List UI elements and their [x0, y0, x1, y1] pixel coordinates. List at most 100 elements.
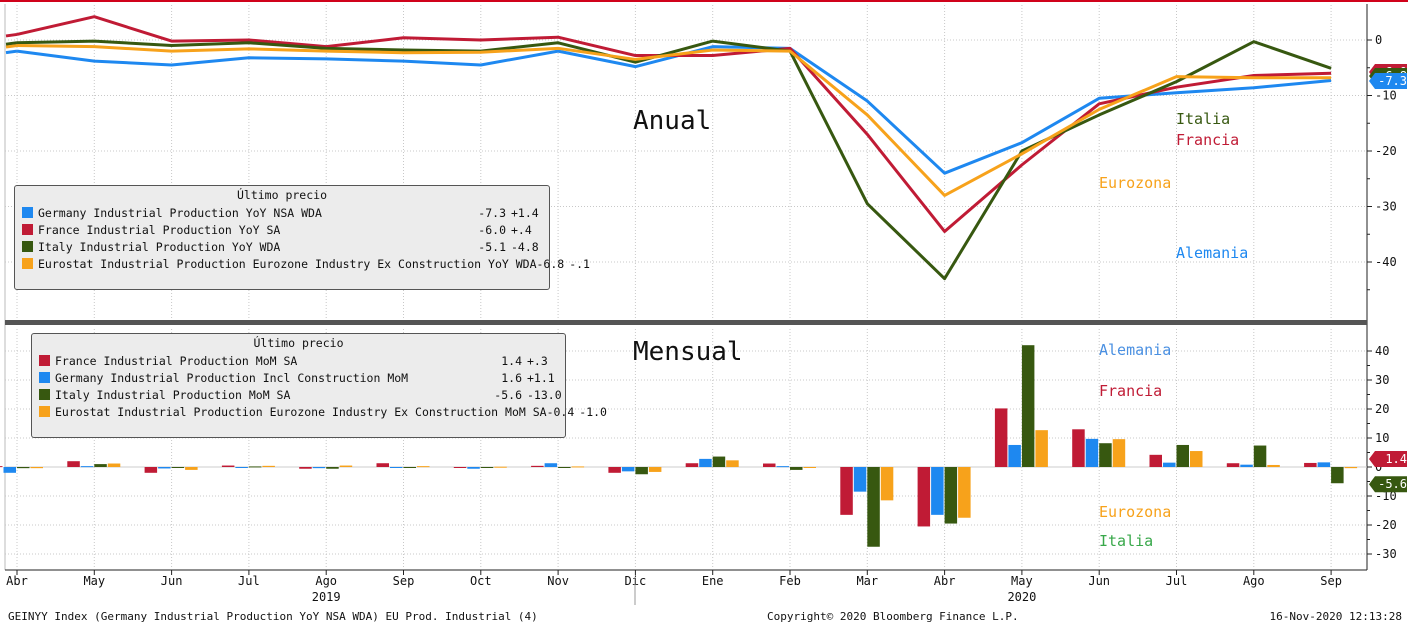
annual-legend-last-value: -6.0 — [478, 222, 506, 237]
bar-france — [1304, 462, 1317, 467]
x-tick-label-month: Jul — [1166, 574, 1188, 588]
annual-panel-title: Anual — [633, 106, 711, 136]
bar-italy — [712, 456, 726, 467]
axis-tag-italy-monthly-label: -5.6 — [1378, 477, 1407, 491]
annual-legend-series-name: Italy Industrial Production YoY WDA — [38, 239, 281, 254]
bar-france — [144, 467, 158, 473]
monthly-y-tick-label: 40 — [1375, 344, 1389, 358]
x-tick-label-month: Oct — [470, 574, 492, 588]
annual-legend-swatch — [22, 207, 33, 218]
axis-tag-germany-annual-label: -7.3 — [1378, 74, 1407, 88]
monthly-legend-title: Último precio — [253, 336, 344, 350]
annual-legend-swatch — [22, 241, 33, 252]
x-tick-label-month: Abr — [934, 574, 956, 588]
annual-y-tick-label: -20 — [1375, 144, 1397, 158]
monthly-series-annotation: Eurozona — [1099, 503, 1171, 521]
monthly-legend-swatch — [39, 389, 50, 400]
series-line-italy — [16, 39, 1332, 281]
bar-italy — [17, 467, 30, 469]
x-tick-label-month: Ago — [315, 574, 337, 588]
x-tick-label-year: 2020 — [1007, 590, 1036, 604]
annual-legend-swatch — [22, 224, 33, 235]
monthly-series-annotation: Francia — [1099, 382, 1162, 400]
bar-france — [221, 465, 235, 467]
bar-eurozone — [648, 467, 662, 472]
monthly-legend-swatch — [39, 372, 50, 383]
x-tick-label-year: 2019 — [312, 590, 341, 604]
x-tick-label-month: Mar — [856, 574, 878, 588]
monthly-legend-last-value: 1.6 — [501, 370, 522, 385]
annual-series-annotation: Italia — [1176, 110, 1230, 128]
x-tick-label-month: Sep — [393, 574, 415, 588]
annual-legend-row: Germany Industrial Production YoY NSA WD… — [15, 204, 549, 221]
axis-tag-france-monthly: 1.4 — [1369, 450, 1407, 467]
annual-legend-row: France Industrial Production YoY SA -6.0 +… — [15, 221, 549, 238]
monthly-legend-row: Eurostat Industrial Production Eurozone … — [32, 403, 607, 420]
bar-germany — [158, 467, 171, 469]
bar-italy — [558, 467, 571, 468]
bar-germany — [235, 467, 248, 468]
monthly-y-tick-label: 30 — [1375, 373, 1389, 387]
monthly-legend-last-value: 1.4 — [501, 353, 522, 368]
annual-series-annotation: Francia — [1176, 131, 1239, 149]
monthly-y-tick-label: -30 — [1375, 547, 1397, 561]
bar-france — [1149, 454, 1162, 467]
annual-series-annotation: Alemania — [1176, 244, 1248, 262]
annual-legend-series-name: France Industrial Production YoY SA — [38, 222, 281, 237]
x-tick-label-month: Jul — [238, 574, 260, 588]
bar-france — [299, 467, 312, 469]
bar-eurozone — [803, 467, 816, 468]
bar-eurozone — [1344, 467, 1358, 469]
bar-germany — [467, 467, 480, 469]
bar-italy — [403, 467, 416, 468]
monthly-legend-last-value: -5.6 — [494, 387, 522, 402]
bar-italy — [171, 467, 185, 468]
annual-legend: Último precio Germany Industrial Product… — [14, 185, 590, 290]
monthly-legend-series-name: Eurostat Industrial Production Eurozone … — [55, 404, 547, 419]
bar-france — [840, 467, 853, 515]
bar-germany — [1085, 438, 1099, 467]
x-tick-label-month: Nov — [547, 574, 569, 588]
bar-germany — [80, 466, 94, 468]
bar-eurozone — [1035, 430, 1048, 467]
monthly-y-tick-label: 10 — [1375, 431, 1389, 445]
monthly-series-annotation: Alemania — [1099, 341, 1171, 359]
bar-eurozone — [494, 466, 507, 468]
bar-germany — [3, 467, 16, 473]
bar-eurozone — [107, 463, 121, 467]
axis-tag-germany-annual: -7.3 — [1369, 73, 1407, 89]
bar-eurozone — [185, 467, 198, 470]
monthly-legend-change: -1.0 — [579, 404, 607, 419]
bar-eurozone — [1190, 451, 1203, 467]
bar-eurozone — [1267, 464, 1280, 467]
axis-tag-germany-annual-shape — [1369, 73, 1407, 89]
axis-tag-italy-monthly-shape — [1369, 476, 1407, 493]
annual-y-tick-label: -10 — [1375, 89, 1397, 103]
bar-italy — [94, 464, 107, 467]
annual-legend-last-value: -7.3 — [478, 205, 506, 220]
monthly-series-annotation: Italia — [1099, 532, 1153, 550]
bar-eurozone — [571, 466, 585, 468]
monthly-legend-last-value: -0.4 — [546, 404, 575, 419]
bar-germany — [699, 458, 712, 467]
footer-source: GEINYY Index (Germany Industrial Product… — [8, 610, 538, 623]
bar-italy — [1331, 467, 1344, 484]
bar-italy — [944, 467, 958, 524]
bar-france — [685, 463, 699, 467]
bar-eurozone — [262, 465, 275, 467]
bar-eurozone — [1112, 439, 1126, 467]
monthly-legend-row: Italy Industrial Production MoM SA -5.6 -1… — [32, 386, 565, 403]
annual-y-tick-label: -30 — [1375, 200, 1397, 214]
panel-divider — [5, 320, 1367, 325]
x-tick-label-month: May — [83, 574, 105, 588]
bar-italy — [1176, 444, 1189, 467]
footer-copyright: Copyright© 2020 Bloomberg Finance L.P. — [767, 610, 1019, 623]
annual-legend-change: -.1 — [569, 256, 590, 271]
bar-eurozone — [339, 465, 353, 467]
bar-eurozone — [726, 460, 739, 467]
bar-germany — [1163, 462, 1176, 467]
monthly-legend-change: +1.1 — [527, 370, 555, 385]
x-tick-label-month: May — [1011, 574, 1033, 588]
series-line-eurozone — [16, 44, 1332, 197]
